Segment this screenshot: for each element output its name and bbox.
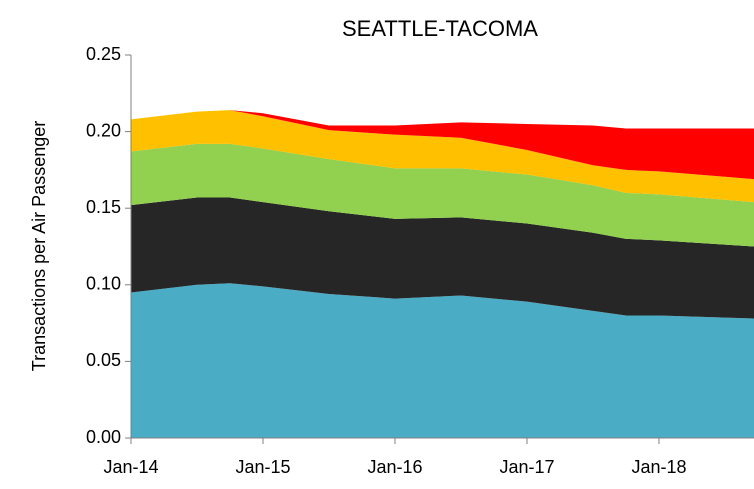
y-axis-label: Transactions per Air Passenger bbox=[29, 121, 49, 371]
y-tick-label: 0.00 bbox=[86, 427, 121, 447]
x-tick-label: Jan-15 bbox=[235, 457, 290, 477]
area bbox=[131, 110, 754, 180]
chart-title: SEATTLE-TACOMA bbox=[342, 16, 538, 41]
area bbox=[131, 197, 754, 319]
area bbox=[131, 283, 754, 438]
y-tick-label: 0.25 bbox=[86, 44, 121, 64]
x-tick-label: Jan-16 bbox=[367, 457, 422, 477]
x-tick-label: Jan-14 bbox=[103, 457, 158, 477]
x-tick-label: Jan-17 bbox=[499, 457, 554, 477]
y-tick-label: 0.10 bbox=[86, 274, 121, 294]
y-tick-label: 0.15 bbox=[86, 197, 121, 217]
y-tick-label: 0.20 bbox=[86, 120, 121, 140]
area bbox=[131, 143, 754, 247]
x-tick-label: Jan-18 bbox=[631, 457, 686, 477]
y-tick-label: 0.05 bbox=[86, 350, 121, 370]
area bbox=[131, 110, 754, 203]
